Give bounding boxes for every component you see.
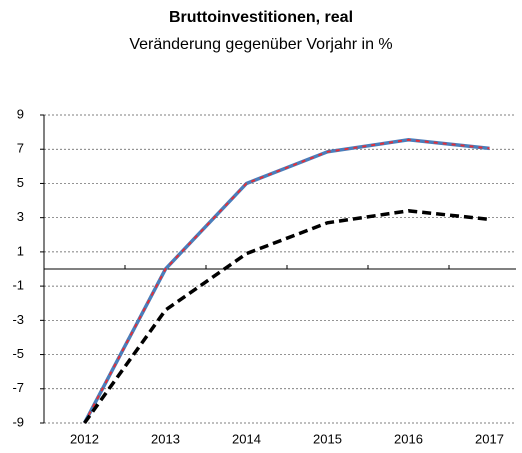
- y-tick-label: -1: [12, 278, 24, 293]
- line-overlay: [83, 138, 490, 424]
- y-tick-label: -5: [12, 346, 24, 361]
- x-tick-label: 2012: [70, 431, 99, 446]
- y-tick-label: 9: [17, 106, 24, 121]
- x-tick-label: 2013: [151, 431, 180, 446]
- y-tick-label: -3: [12, 312, 24, 327]
- line: [83, 209, 490, 425]
- x-tick-label: 2016: [394, 431, 423, 446]
- y-tick-label: 1: [17, 243, 24, 258]
- x-tick-label: 2015: [313, 431, 342, 446]
- x-tick-label: 2014: [232, 431, 261, 446]
- y-tick-label: -7: [12, 380, 24, 395]
- y-tick-label: -9: [12, 414, 24, 429]
- line: [82, 138, 490, 424]
- chart-title: Bruttoinvestitionen, real: [169, 9, 353, 26]
- y-tick-label: 7: [17, 141, 24, 156]
- x-tick-label: 2017: [475, 431, 504, 446]
- chart-subtitle: Veränderung gegenüber Vorjahr in %: [129, 36, 392, 53]
- y-tick-label: 5: [17, 175, 24, 190]
- y-tick-label: 3: [17, 209, 24, 224]
